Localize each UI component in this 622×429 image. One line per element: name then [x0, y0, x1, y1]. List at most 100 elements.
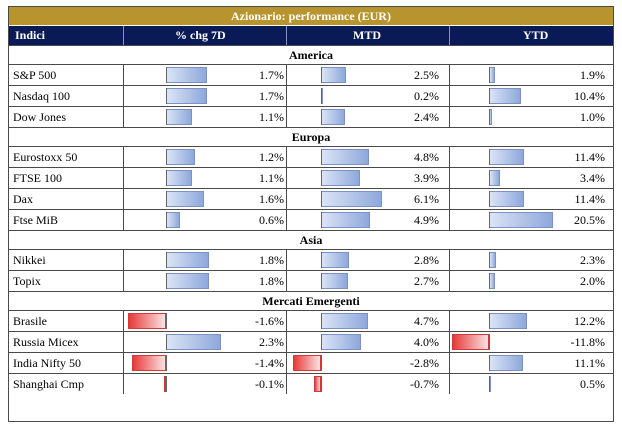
index-name: Dax — [13, 192, 33, 206]
index-name: Dow Jones — [13, 110, 66, 124]
section-header: Europa — [9, 127, 613, 146]
chg7d-bar — [166, 212, 181, 228]
column-divider — [123, 107, 124, 127]
mtd-zero-line — [321, 273, 322, 289]
section-header: Mercati Emergenti — [9, 291, 613, 310]
header-divider — [286, 26, 287, 45]
column-divider — [449, 210, 450, 230]
performance-table: Azionario: performance (EUR) Indici % ch… — [8, 6, 614, 422]
column-divider — [123, 353, 124, 373]
table-row: Russia Micex 2.3% 4.0% -11.8% — [9, 331, 613, 352]
chg7d-value: -0.1% — [255, 377, 284, 391]
ytd-zero-line — [489, 376, 490, 392]
chg7d-value: 1.8% — [259, 253, 284, 267]
table-row: Brasile -1.6% 4.7% 12.2% — [9, 310, 613, 331]
chg7d-value: 1.1% — [259, 171, 284, 185]
ytd-bar — [489, 212, 553, 228]
chg7d-zero-line — [166, 252, 167, 268]
chg7d-zero-line — [166, 109, 167, 125]
chg7d-zero-line — [166, 67, 167, 83]
column-divider — [286, 147, 287, 167]
index-name: Russia Micex — [13, 335, 79, 349]
mtd-bar — [321, 334, 361, 350]
chg7d-zero-line — [166, 313, 167, 329]
column-divider — [286, 353, 287, 373]
column-divider — [123, 332, 124, 352]
mtd-zero-line — [321, 313, 322, 329]
chg7d-bar — [166, 88, 207, 104]
chg7d-zero-line — [166, 376, 167, 392]
index-name: Nikkei — [13, 253, 46, 267]
column-divider — [286, 271, 287, 291]
mtd-zero-line — [321, 149, 322, 165]
mtd-value: 2.5% — [414, 68, 439, 82]
ytd-zero-line — [489, 149, 490, 165]
chg7d-value: 0.6% — [259, 213, 284, 227]
column-divider — [449, 353, 450, 373]
chg7d-bar — [127, 313, 166, 329]
ytd-value: 20.5% — [574, 213, 605, 227]
ytd-zero-line — [489, 334, 490, 350]
chg7d-bar — [166, 149, 195, 165]
ytd-value: 11.4% — [574, 192, 605, 206]
column-divider — [123, 65, 124, 85]
chg7d-zero-line — [166, 191, 167, 207]
mtd-bar — [293, 355, 321, 371]
mtd-value: 2.7% — [414, 274, 439, 288]
mtd-zero-line — [321, 355, 322, 371]
table-row: Dax 1.6% 6.1% 11.4% — [9, 188, 613, 209]
mtd-value: 0.2% — [414, 89, 439, 103]
header-divider — [449, 26, 450, 45]
mtd-bar — [314, 376, 321, 392]
column-divider — [286, 107, 287, 127]
ytd-bar — [452, 334, 489, 350]
column-divider — [286, 86, 287, 106]
index-name: Brasile — [13, 314, 47, 328]
ytd-value: 11.1% — [574, 356, 605, 370]
chg7d-zero-line — [166, 273, 167, 289]
column-divider — [123, 210, 124, 230]
ytd-zero-line — [489, 273, 490, 289]
table-row: Dow Jones 1.1% 2.4% 1.0% — [9, 106, 613, 127]
chg7d-zero-line — [166, 88, 167, 104]
chg7d-value: -1.4% — [255, 356, 284, 370]
ytd-bar — [489, 88, 522, 104]
chg7d-zero-line — [166, 212, 167, 228]
column-divider — [449, 107, 450, 127]
chg7d-bar — [166, 109, 193, 125]
ytd-bar — [489, 313, 527, 329]
chg7d-value: -1.6% — [255, 314, 284, 328]
mtd-zero-line — [321, 191, 322, 207]
mtd-value: 4.7% — [414, 314, 439, 328]
column-divider — [449, 332, 450, 352]
index-name: Topix — [13, 274, 41, 288]
mtd-zero-line — [321, 376, 322, 392]
chg7d-bar — [166, 252, 210, 268]
column-divider — [449, 65, 450, 85]
header-divider — [123, 26, 124, 45]
column-divider — [286, 374, 287, 394]
ytd-value: 1.0% — [580, 110, 605, 124]
chg7d-value: 1.2% — [259, 150, 284, 164]
mtd-bar — [321, 313, 368, 329]
column-divider — [286, 332, 287, 352]
mtd-value: 2.4% — [414, 110, 439, 124]
ytd-zero-line — [489, 67, 490, 83]
ytd-zero-line — [489, 88, 490, 104]
column-divider — [449, 374, 450, 394]
ytd-value: 0.5% — [580, 377, 605, 391]
index-name: Ftse MiB — [13, 213, 59, 227]
ytd-zero-line — [489, 252, 490, 268]
index-name: India Nifty 50 — [13, 356, 81, 370]
ytd-zero-line — [489, 355, 490, 371]
ytd-zero-line — [489, 191, 490, 207]
chg7d-bar — [166, 273, 210, 289]
index-name: FTSE 100 — [13, 171, 63, 185]
mtd-value: 4.8% — [414, 150, 439, 164]
section-header: America — [9, 45, 613, 64]
table-row: Topix 1.8% 2.7% 2.0% — [9, 270, 613, 291]
column-divider — [449, 86, 450, 106]
chg7d-value: 1.8% — [259, 274, 284, 288]
column-divider — [123, 374, 124, 394]
column-divider — [286, 65, 287, 85]
